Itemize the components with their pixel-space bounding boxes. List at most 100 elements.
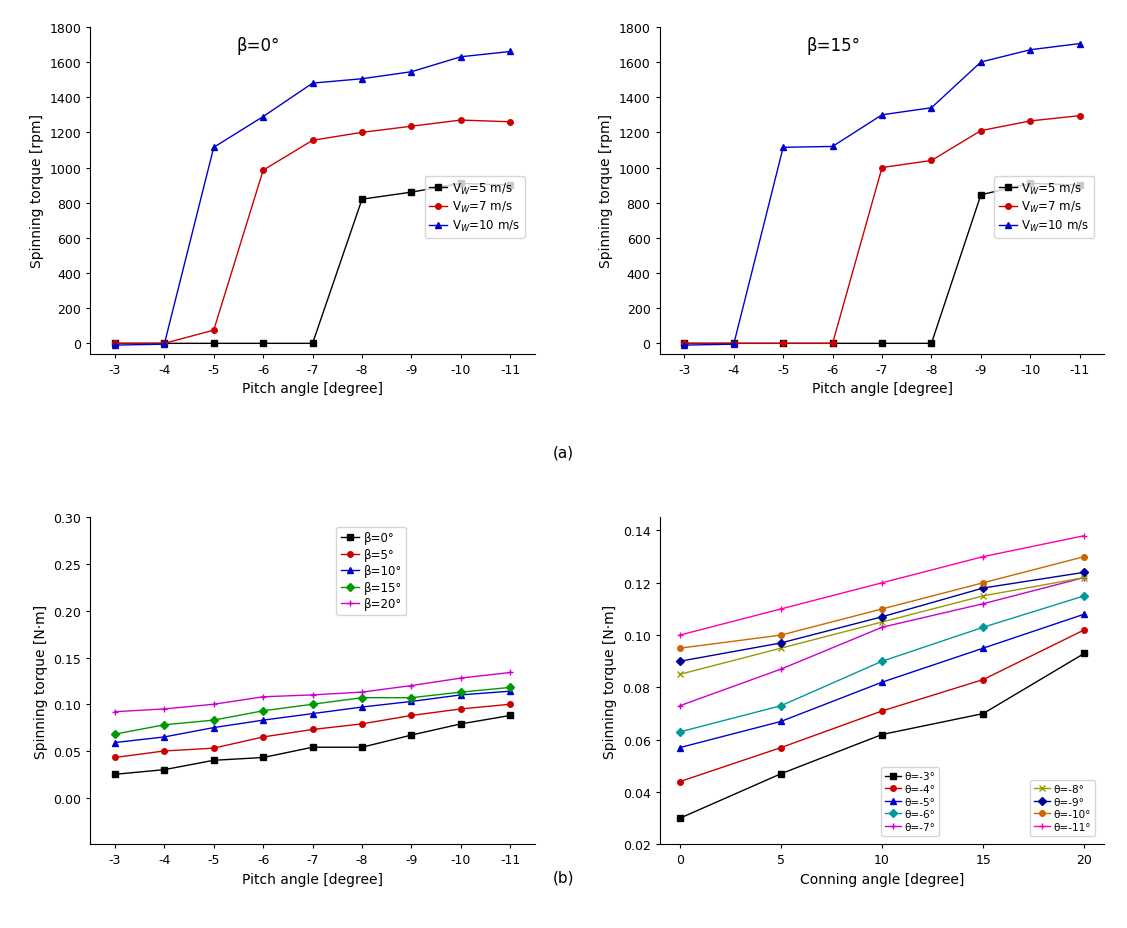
V$_W$=7 m/s: [207, 325, 221, 336]
β=20°: [355, 687, 369, 698]
β=5°: [305, 724, 319, 735]
θ=-9°: [774, 638, 788, 649]
V$_W$=5 m/s: [355, 194, 369, 205]
V$_W$=5 m/s: [257, 339, 270, 350]
θ=-8°: [673, 669, 686, 680]
β=0°: [257, 752, 270, 763]
θ=-4°: [673, 776, 686, 787]
θ=-8°: [1077, 573, 1091, 584]
β=10°: [108, 737, 122, 748]
Legend: V$_W$=5 m/s, V$_W$=7 m/s, V$_W$=10 m/s: V$_W$=5 m/s, V$_W$=7 m/s, V$_W$=10 m/s: [994, 176, 1094, 238]
V$_W$=5 m/s: [677, 339, 691, 350]
X-axis label: Pitch angle [degree]: Pitch angle [degree]: [242, 872, 383, 886]
θ=-8°: [774, 643, 788, 654]
V$_W$=5 m/s: [727, 339, 740, 350]
β=15°: [504, 682, 517, 693]
X-axis label: Pitch angle [degree]: Pitch angle [degree]: [242, 382, 383, 396]
θ=-5°: [774, 716, 788, 728]
β=10°: [257, 715, 270, 726]
β=0°: [405, 729, 418, 741]
V$_W$=7 m/s: [924, 156, 938, 167]
V$_W$=5 m/s: [876, 339, 889, 350]
θ=-10°: [1077, 551, 1091, 562]
V$_W$=10 m/s: [454, 52, 468, 63]
Line: V$_W$=7 m/s: V$_W$=7 m/s: [112, 118, 513, 347]
Legend: θ=-8°, θ=-9°, θ=-10°, θ=-11°: θ=-8°, θ=-9°, θ=-10°, θ=-11°: [1030, 780, 1094, 836]
V$_W$=5 m/s: [454, 178, 468, 189]
θ=-5°: [1077, 609, 1091, 620]
Line: θ=-5°: θ=-5°: [677, 612, 1088, 751]
Line: θ=-10°: θ=-10°: [677, 554, 1088, 651]
Legend: V$_W$=5 m/s, V$_W$=7 m/s, V$_W$=10 m/s: V$_W$=5 m/s, V$_W$=7 m/s, V$_W$=10 m/s: [425, 176, 525, 238]
Text: β=0°: β=0°: [237, 37, 281, 55]
θ=-4°: [774, 742, 788, 754]
β=5°: [504, 699, 517, 710]
θ=-9°: [1077, 567, 1091, 578]
θ=-4°: [876, 705, 889, 716]
V$_W$=10 m/s: [1023, 45, 1037, 57]
V$_W$=5 m/s: [924, 339, 938, 350]
Line: V$_W$=5 m/s: V$_W$=5 m/s: [682, 181, 1083, 347]
β=20°: [305, 690, 319, 701]
Text: β=15°: β=15°: [807, 37, 860, 55]
θ=-7°: [673, 701, 686, 712]
X-axis label: Pitch angle [degree]: Pitch angle [degree]: [811, 382, 952, 396]
θ=-7°: [1077, 573, 1091, 584]
Y-axis label: Spinning torque [N·m]: Spinning torque [N·m]: [34, 604, 47, 758]
V$_W$=7 m/s: [405, 122, 418, 133]
V$_W$=10 m/s: [777, 143, 790, 154]
β=15°: [207, 715, 221, 726]
θ=-3°: [673, 813, 686, 824]
Line: β=0°: β=0°: [112, 713, 513, 778]
Line: θ=-9°: θ=-9°: [677, 570, 1088, 664]
Text: (b): (b): [552, 870, 575, 884]
β=5°: [207, 742, 221, 754]
Line: β=5°: β=5°: [112, 702, 513, 760]
V$_W$=10 m/s: [876, 110, 889, 122]
θ=-10°: [774, 630, 788, 641]
β=20°: [257, 691, 270, 702]
θ=-4°: [1077, 625, 1091, 636]
β=5°: [405, 710, 418, 721]
V$_W$=10 m/s: [305, 79, 319, 90]
Line: β=10°: β=10°: [112, 689, 513, 745]
θ=-11°: [673, 630, 686, 641]
θ=-7°: [774, 664, 788, 675]
θ=-5°: [673, 742, 686, 754]
θ=-7°: [976, 599, 990, 610]
β=10°: [504, 686, 517, 697]
V$_W$=5 m/s: [826, 339, 840, 350]
β=0°: [158, 765, 171, 776]
β=10°: [405, 696, 418, 707]
V$_W$=7 m/s: [876, 162, 889, 174]
β=15°: [158, 719, 171, 730]
θ=-6°: [673, 727, 686, 738]
V$_W$=5 m/s: [974, 190, 987, 201]
θ=-3°: [976, 708, 990, 719]
β=10°: [454, 690, 468, 701]
θ=-10°: [976, 577, 990, 588]
θ=-6°: [1077, 590, 1091, 601]
Line: β=20°: β=20°: [112, 670, 513, 715]
β=5°: [257, 731, 270, 742]
V$_W$=7 m/s: [158, 339, 171, 350]
Line: θ=-4°: θ=-4°: [677, 627, 1088, 784]
θ=-9°: [876, 612, 889, 623]
V$_W$=7 m/s: [826, 339, 840, 350]
V$_W$=7 m/s: [974, 126, 987, 137]
V$_W$=7 m/s: [1073, 111, 1086, 122]
V$_W$=10 m/s: [826, 142, 840, 153]
θ=-6°: [976, 622, 990, 633]
Line: θ=-7°: θ=-7°: [677, 575, 1088, 709]
Y-axis label: Spinning torque [rpm]: Spinning torque [rpm]: [600, 114, 613, 268]
θ=-11°: [976, 551, 990, 562]
β=10°: [305, 708, 319, 719]
Line: V$_W$=10 m/s: V$_W$=10 m/s: [112, 50, 513, 349]
V$_W$=7 m/s: [454, 115, 468, 126]
θ=-8°: [876, 617, 889, 628]
θ=-11°: [876, 577, 889, 588]
θ=-10°: [673, 643, 686, 654]
θ=-7°: [876, 622, 889, 633]
Line: θ=-8°: θ=-8°: [677, 575, 1088, 677]
θ=-3°: [876, 729, 889, 741]
